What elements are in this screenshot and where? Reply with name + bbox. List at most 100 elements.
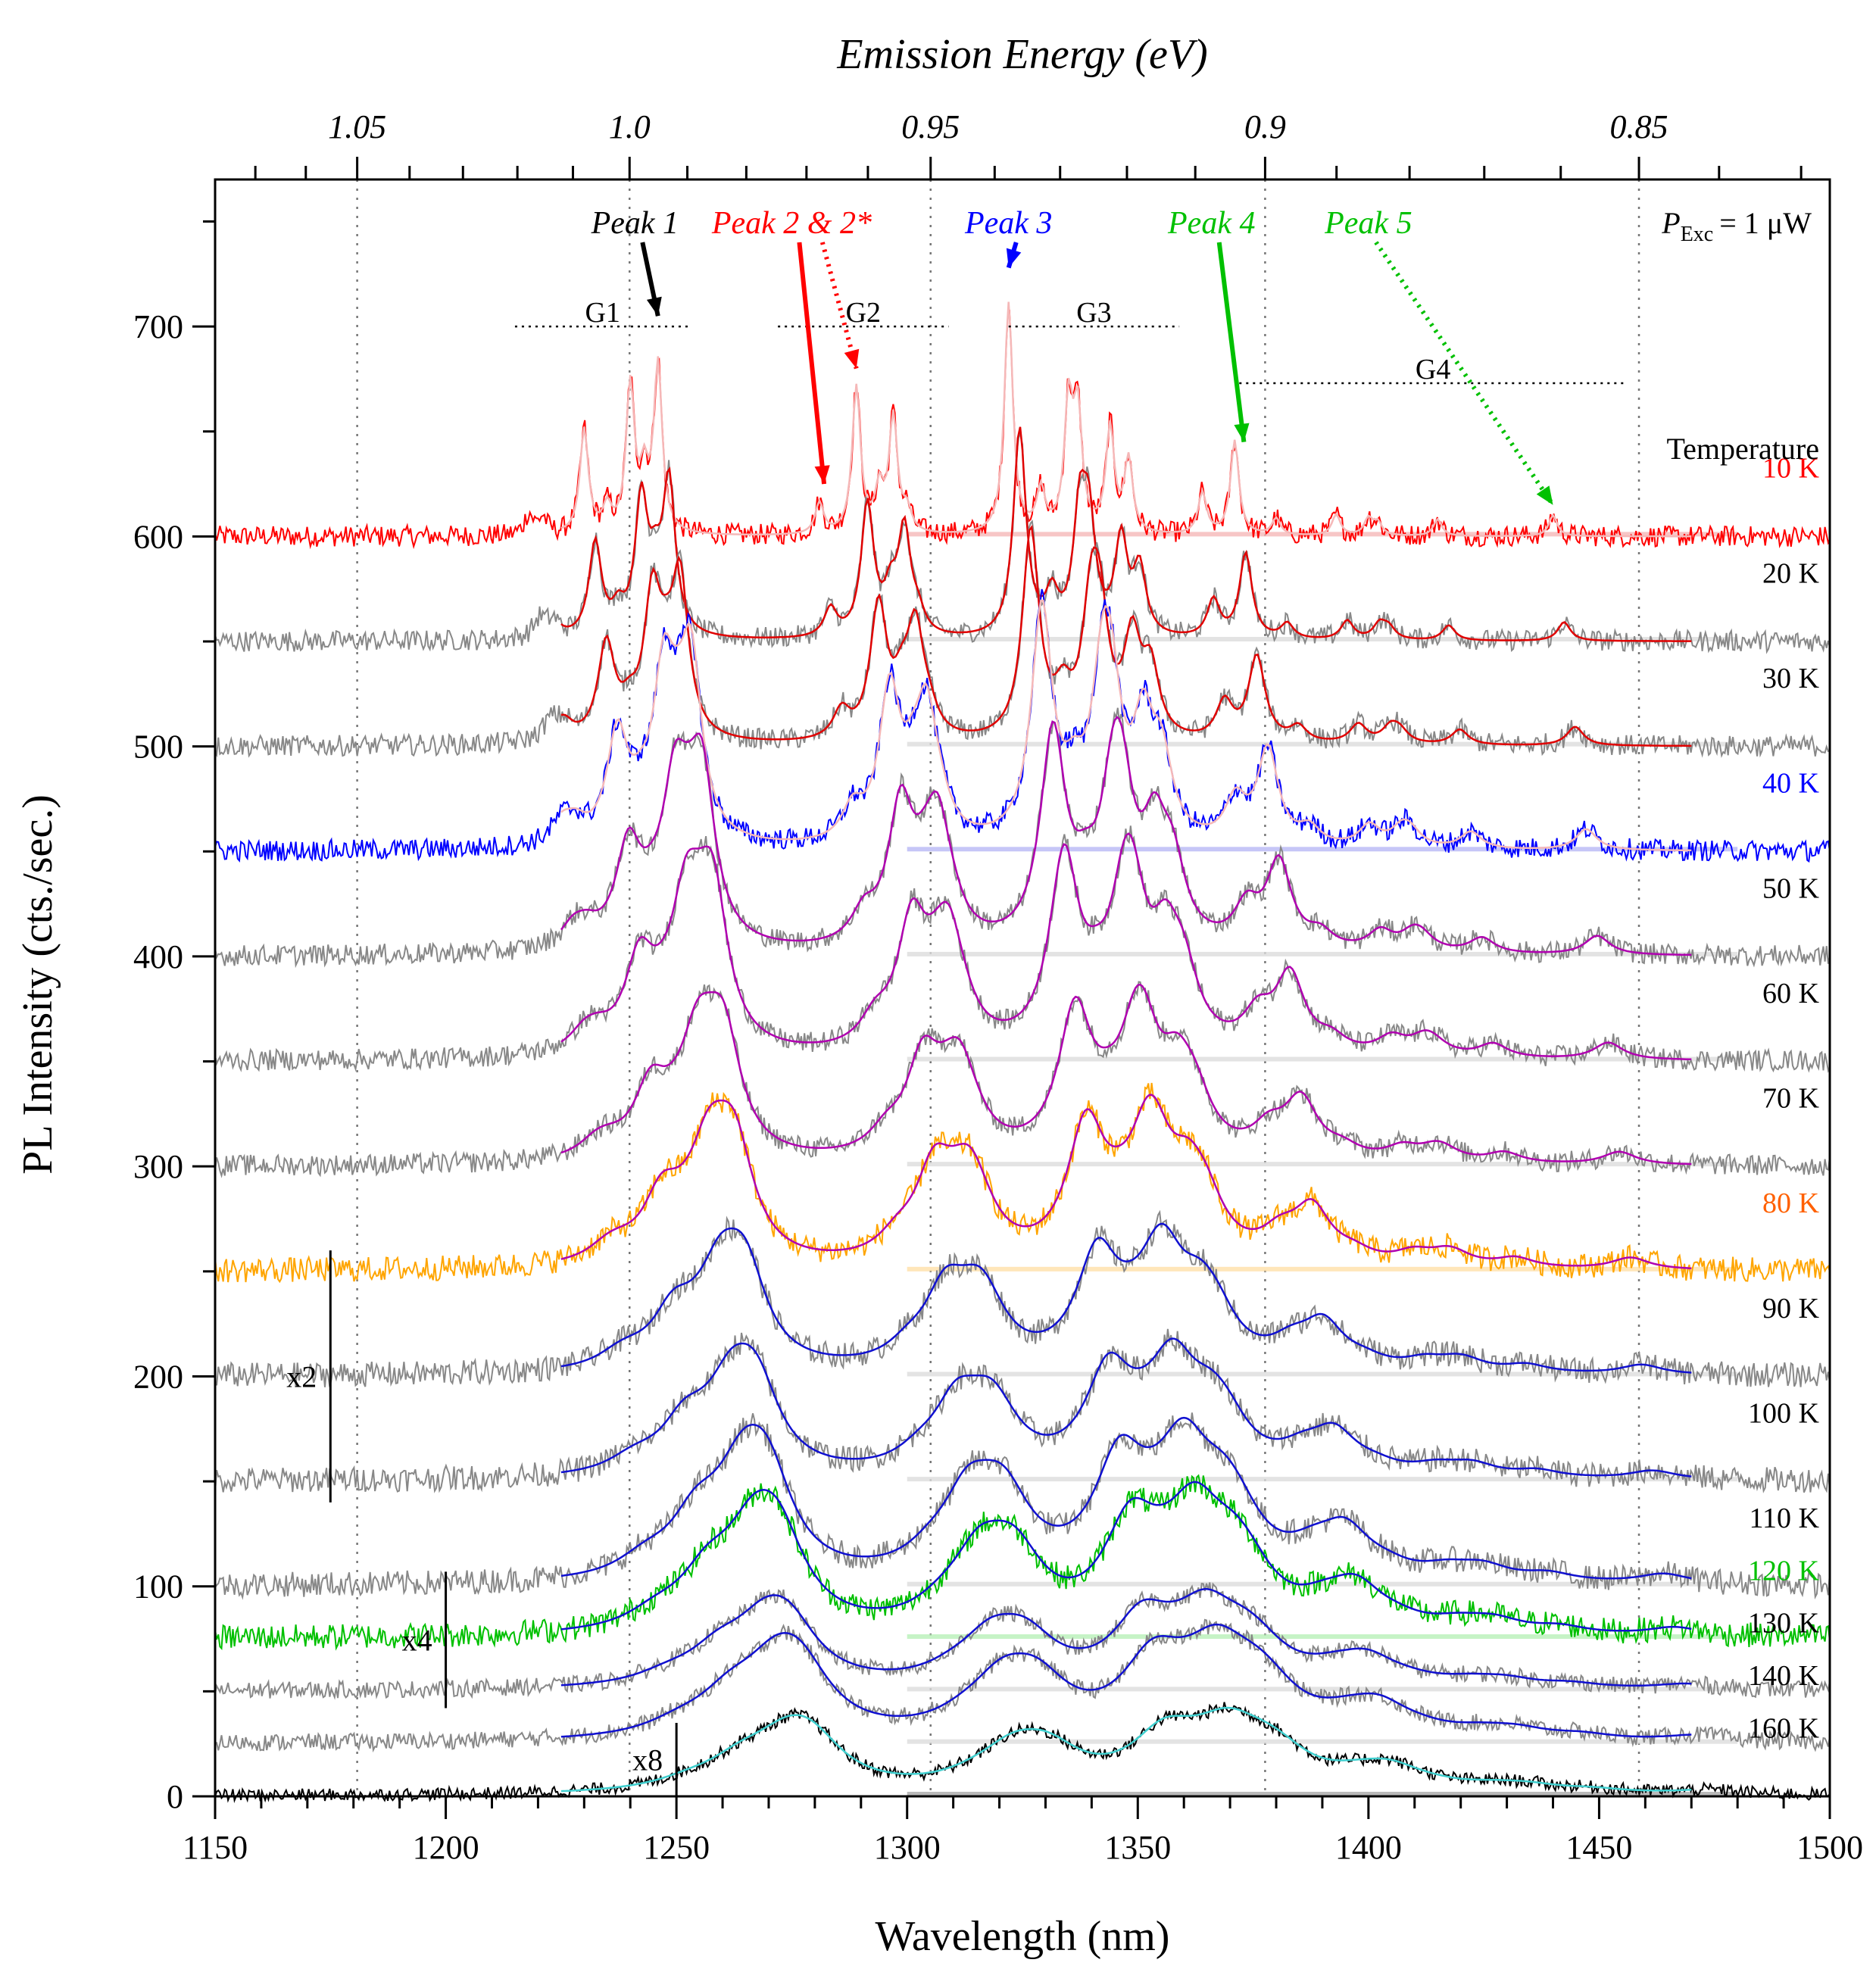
temperature-label: 40 K — [1762, 768, 1820, 800]
series-fill-band — [907, 1687, 1738, 1692]
series-fit — [560, 1588, 1692, 1687]
series-fill-band — [907, 1739, 1738, 1744]
series-trace — [214, 707, 1831, 969]
y-axis-title: PL Intensity (cts./sec.) — [14, 794, 61, 1175]
peak-arrowhead — [1006, 248, 1022, 268]
temperature-label: 90 K — [1762, 1293, 1820, 1325]
x-tick-label: 1200 — [413, 1829, 479, 1866]
y-tick-label: 100 — [133, 1568, 183, 1605]
series-trace — [214, 1209, 1831, 1387]
series-fit — [560, 525, 1692, 747]
axes: 1150 1200 1250 1300 1350 1400 1450 1500 0 100 200 3… — [133, 108, 1863, 1866]
series-trace — [214, 981, 1831, 1178]
series-fill-band — [907, 1634, 1738, 1640]
series-fit — [560, 1222, 1692, 1374]
scale-marker-label: x2 — [286, 1359, 317, 1393]
grid-lines — [356, 179, 1640, 1796]
temperature-legend-title: Temperature — [1666, 432, 1819, 466]
series-fit — [560, 716, 1692, 956]
peak-label: Peak 1 — [591, 206, 679, 241]
series-fit — [560, 983, 1692, 1165]
series-trace — [214, 1582, 1831, 1700]
series-fill-band — [907, 1266, 1738, 1272]
group-label: G1 — [585, 297, 620, 329]
temperature-label: 130 K — [1748, 1608, 1820, 1640]
spectra-series — [214, 301, 1831, 1804]
y-tick-label: 300 — [133, 1148, 183, 1185]
temperature-label: 60 K — [1762, 978, 1820, 1009]
series-trace — [214, 1328, 1831, 1493]
scale-marker-label: x8 — [632, 1743, 663, 1777]
series-fit — [560, 301, 1692, 538]
series-fill-band — [907, 1581, 1738, 1587]
series-fill-band — [907, 1792, 1738, 1796]
series-fit — [560, 426, 1692, 642]
temperature-label: 80 K — [1762, 1187, 1820, 1219]
series-fit — [560, 1623, 1692, 1738]
series-fit — [560, 1706, 1692, 1793]
temperature-label: 50 K — [1762, 872, 1820, 904]
temperature-label: 30 K — [1762, 663, 1820, 694]
temperature-label: 110 K — [1749, 1502, 1819, 1534]
peak-arrow — [1374, 241, 1556, 507]
x-axis-title: Wavelength (nm) — [876, 1913, 1170, 1960]
series-fit — [560, 1094, 1692, 1269]
peak-label: Peak 2 & 2* — [711, 206, 872, 241]
temperature-label: 160 K — [1748, 1712, 1820, 1744]
series-fill-band — [907, 847, 1738, 852]
y-tick-label: 500 — [133, 729, 183, 766]
series-trace — [214, 588, 1831, 863]
x-tick-label: 1250 — [643, 1829, 710, 1866]
series-fit — [560, 832, 1692, 1061]
excitation-symbol: P — [1661, 206, 1680, 240]
plot-frame — [214, 178, 1831, 1798]
y-tick-label: 400 — [133, 938, 183, 975]
temperature-label: 20 K — [1762, 557, 1820, 589]
series-fill-band — [907, 741, 1738, 747]
x-tick-label: 1150 — [183, 1829, 248, 1866]
top-tick-label: 1.05 — [328, 108, 386, 145]
group-label: G2 — [846, 297, 881, 329]
top-tick-label: 0.9 — [1244, 108, 1286, 145]
peak-label: Peak 3 — [964, 206, 1052, 241]
peak-arrowhead — [1536, 485, 1553, 505]
peak-arrow — [797, 242, 827, 485]
temperature-label: 120 K — [1748, 1555, 1820, 1587]
series-fit — [560, 599, 1692, 852]
series-fit — [560, 1481, 1692, 1632]
excitation-subscript: Exc — [1681, 223, 1714, 246]
series-trace — [214, 825, 1831, 1073]
series-fit — [560, 1416, 1692, 1580]
x-tick-label: 1350 — [1104, 1829, 1171, 1866]
y-tick-label: 200 — [133, 1358, 183, 1395]
top-tick-label: 0.85 — [1610, 108, 1668, 145]
y-tick-label: 0 — [167, 1778, 183, 1815]
temperature-label: 70 K — [1762, 1083, 1820, 1115]
series-trace — [214, 1412, 1831, 1600]
series-trace — [214, 309, 1831, 550]
series-fill-band — [907, 1162, 1738, 1167]
series-fill-band — [907, 1477, 1738, 1482]
series-fit — [560, 1337, 1692, 1478]
peak-label: Peak 4 — [1167, 206, 1255, 241]
peak-arrowhead — [844, 348, 860, 369]
y-tick-label: 600 — [133, 518, 183, 555]
peak-arrowhead — [814, 465, 830, 485]
series-trace — [214, 1082, 1831, 1284]
peak-arrowhead — [646, 296, 662, 317]
temperature-label: 10 K — [1762, 453, 1820, 485]
excitation-power-label: PExc = 1 μW — [1661, 206, 1812, 246]
temperature-label: 100 K — [1748, 1397, 1820, 1429]
peak-arrowhead — [1234, 423, 1250, 442]
series-fill-band — [907, 637, 1738, 641]
top-tick-label: 0.95 — [901, 108, 960, 145]
x-tick-label: 1450 — [1565, 1829, 1632, 1866]
excitation-value: = 1 μW — [1719, 206, 1812, 240]
top-axis-title: Emission Energy (eV) — [836, 31, 1207, 78]
temperature-label: 140 K — [1748, 1660, 1820, 1692]
series-fill-band — [907, 951, 1738, 956]
x-tick-label: 1500 — [1796, 1829, 1863, 1866]
top-tick-label: 1.0 — [609, 108, 651, 145]
group-label: G3 — [1076, 297, 1111, 329]
x-tick-label: 1300 — [874, 1829, 941, 1866]
